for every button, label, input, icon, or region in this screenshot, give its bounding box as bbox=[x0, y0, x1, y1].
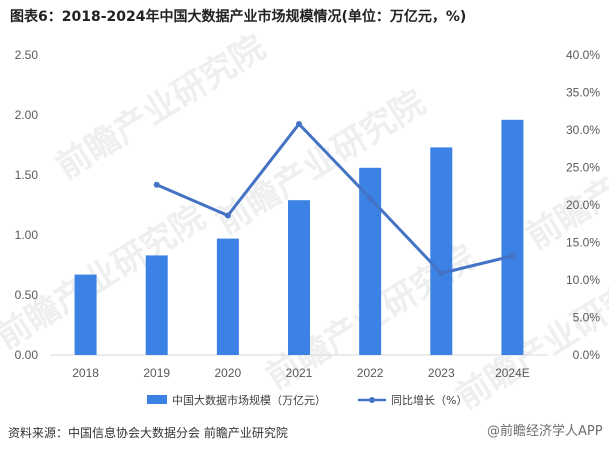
y-right-tick-label: 0.0% bbox=[573, 348, 601, 362]
x-tick-label: 2019 bbox=[143, 366, 170, 380]
y-right-tick-label: 10.0% bbox=[566, 273, 600, 287]
line-point bbox=[224, 212, 231, 219]
legend-bar-label: 中国大数据市场规模（万亿元） bbox=[172, 393, 326, 407]
bar bbox=[145, 255, 168, 355]
line-point bbox=[438, 270, 445, 277]
x-tick-label: 2022 bbox=[357, 366, 384, 380]
bar bbox=[430, 147, 453, 355]
y-right-tick-label: 25.0% bbox=[566, 161, 600, 175]
x-tick-label: 2024E bbox=[495, 366, 530, 380]
legend-line-marker bbox=[369, 397, 375, 403]
y-right-tick-label: 30.0% bbox=[566, 123, 600, 137]
growth-line bbox=[156, 122, 513, 275]
line-point bbox=[296, 121, 302, 127]
y-left-tick-label: 2.00 bbox=[15, 108, 39, 122]
y-right-tick-label: 20.0% bbox=[566, 198, 600, 212]
x-tick-label: 2023 bbox=[428, 366, 455, 380]
bar bbox=[359, 167, 382, 355]
line-point bbox=[509, 253, 516, 259]
y-left-tick-label: 2.50 bbox=[15, 48, 39, 62]
line-point bbox=[153, 181, 160, 188]
x-tick-label: 2020 bbox=[215, 366, 242, 380]
bar bbox=[501, 119, 524, 355]
y-right-tick-label: 15.0% bbox=[566, 236, 600, 250]
bar bbox=[288, 200, 310, 355]
y-left-tick-label: 1.00 bbox=[15, 228, 39, 242]
y-left-tick-label: 0.00 bbox=[15, 348, 39, 362]
source-note: 资料来源：中国信息协会大数据分会 前瞻产业研究院 bbox=[8, 426, 288, 440]
y-right-tick-label: 40.0% bbox=[566, 48, 600, 62]
bar bbox=[74, 274, 97, 355]
chart-title: 图表6：2018-2024年中国大数据产业市场规模情况(单位：万亿元，%) bbox=[10, 9, 467, 25]
x-tick-label: 2021 bbox=[286, 366, 313, 380]
y-right-tick-label: 35.0% bbox=[566, 86, 600, 100]
y-left-tick-label: 1.50 bbox=[15, 168, 39, 182]
legend-bar-swatch bbox=[147, 395, 167, 404]
line-point bbox=[367, 195, 374, 202]
chart: 0.00 0.50 1.00 1.50 2.00 2.50 0.0% 5.0% 10.0% 15.… bbox=[15, 48, 601, 407]
x-tick-label: 2018 bbox=[72, 366, 99, 380]
legend-line-label: 同比增长（%） bbox=[391, 393, 467, 407]
y-left-tick-label: 0.50 bbox=[15, 288, 39, 302]
y-right-tick-label: 5.0% bbox=[573, 311, 601, 325]
bar bbox=[216, 238, 239, 355]
corner-watermark: @前瞻经济学人APP bbox=[487, 424, 603, 439]
